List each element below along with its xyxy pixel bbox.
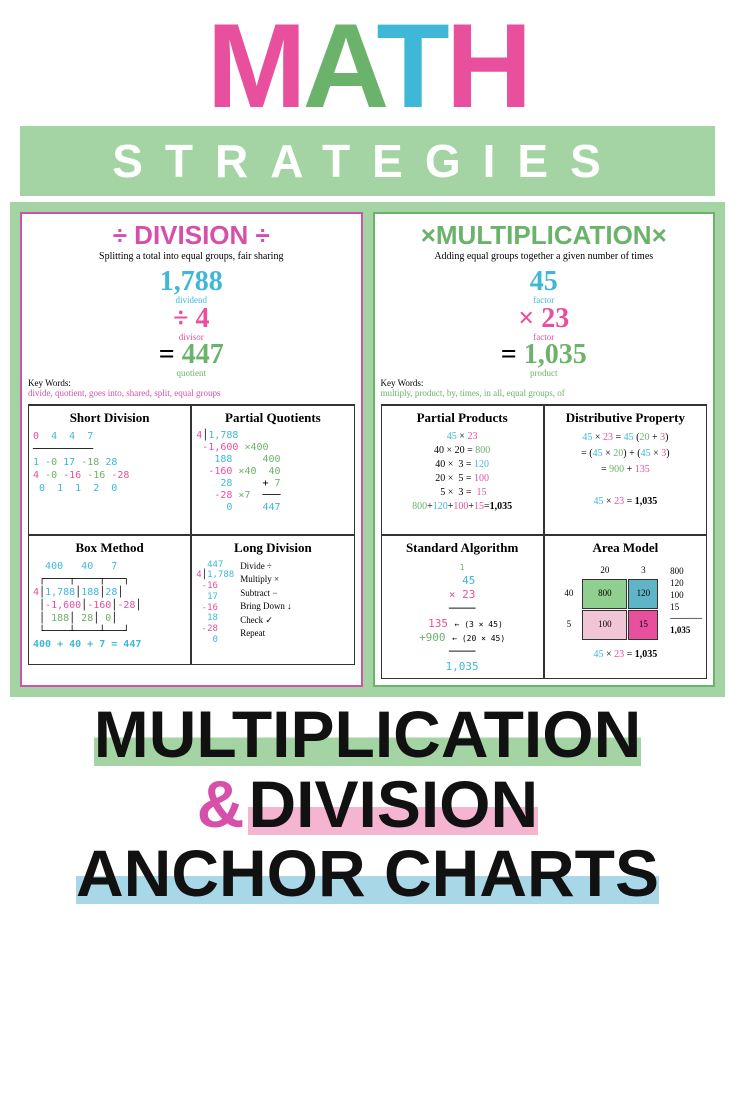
factor-a: 45 bbox=[530, 266, 558, 297]
division-panel: ÷ DIVISION ÷ Splitting a total into equa… bbox=[20, 212, 363, 687]
key-label: Key Words: bbox=[28, 378, 71, 388]
division-keywords: Key Words:divide, quotient, goes into, s… bbox=[28, 378, 355, 398]
mult-title: ×MULTIPLICATION× bbox=[381, 220, 708, 251]
strategy-cell: Short Division0 4 4 7──────────1 -0 17 -… bbox=[28, 405, 191, 535]
footer-amp: & bbox=[197, 767, 245, 841]
division-quad: Short Division0 4 4 7──────────1 -0 17 -… bbox=[28, 404, 355, 665]
strategy-cell: Distributive Property45 × 23 = 45 (20 + … bbox=[544, 405, 707, 535]
strategy-cell: Long Division 4474│1,788 -16 17 -16 18 -… bbox=[191, 535, 354, 665]
quotient: 447 bbox=[182, 339, 224, 370]
dividend: 1,788 bbox=[160, 266, 223, 297]
product: 1,035 bbox=[524, 339, 587, 370]
dividend-label: dividend bbox=[28, 298, 355, 303]
key-label-2: Key Words: bbox=[381, 378, 424, 388]
divisor: 4 bbox=[195, 303, 209, 334]
factor-b: 23 bbox=[541, 303, 569, 334]
division-sub: Splitting a total into equal groups, fai… bbox=[28, 251, 355, 262]
panels-row: ÷ DIVISION ÷ Splitting a total into equa… bbox=[10, 202, 725, 697]
div-op: ÷ bbox=[173, 303, 188, 334]
key-text-2: multiply, product, by, times, in all, eq… bbox=[381, 388, 565, 398]
eq-sign-2: = bbox=[501, 339, 517, 370]
header: MATH STRATEGIES bbox=[0, 0, 735, 196]
strategy-cell: Standard Algorithm1 45× 23──── 135 ← (3 … bbox=[381, 535, 544, 679]
strategy-cell: Area Model2034080012051001580012010015──… bbox=[544, 535, 707, 679]
division-equation: 1,788dividend ÷ 4divisor = 447quotient bbox=[28, 266, 355, 376]
quotient-label: quotient bbox=[28, 371, 355, 376]
division-title: ÷ DIVISION ÷ bbox=[28, 220, 355, 251]
strategies-band: STRATEGIES bbox=[20, 126, 715, 196]
key-text: divide, quotient, goes into, shared, spl… bbox=[28, 388, 220, 398]
mult-equation: 45factor × 23factor = 1,035product bbox=[381, 266, 708, 376]
strategy-cell: Partial Quotients4│1,788 -1,600 ×400 188… bbox=[191, 405, 354, 535]
strategy-cell: Partial Products45 × 2340 × 20 = 80040 ×… bbox=[381, 405, 544, 535]
mult-keywords: Key Words:multiply, product, by, times, … bbox=[381, 378, 708, 398]
footer-div: DIVISION bbox=[248, 773, 538, 836]
mul-op: × bbox=[518, 303, 534, 334]
mult-sub: Adding equal groups together a given num… bbox=[381, 251, 708, 262]
multiplication-panel: ×MULTIPLICATION× Adding equal groups tog… bbox=[373, 212, 716, 687]
strategy-cell: Box Method 400 40 7 ┌────┬────┬───┐4│1,7… bbox=[28, 535, 191, 665]
math-title: MATH bbox=[10, 6, 725, 126]
footer-mult: MULTIPLICATION bbox=[94, 703, 641, 766]
eq-sign: = bbox=[159, 339, 175, 370]
mult-quad: Partial Products45 × 2340 × 20 = 80040 ×… bbox=[381, 404, 708, 679]
strategies-text: STRATEGIES bbox=[112, 135, 623, 187]
footer-anchor: ANCHOR CHARTS bbox=[76, 842, 659, 905]
product-label: product bbox=[381, 371, 708, 376]
footer: MULTIPLICATION & DIVISION ANCHOR CHARTS bbox=[0, 703, 735, 914]
